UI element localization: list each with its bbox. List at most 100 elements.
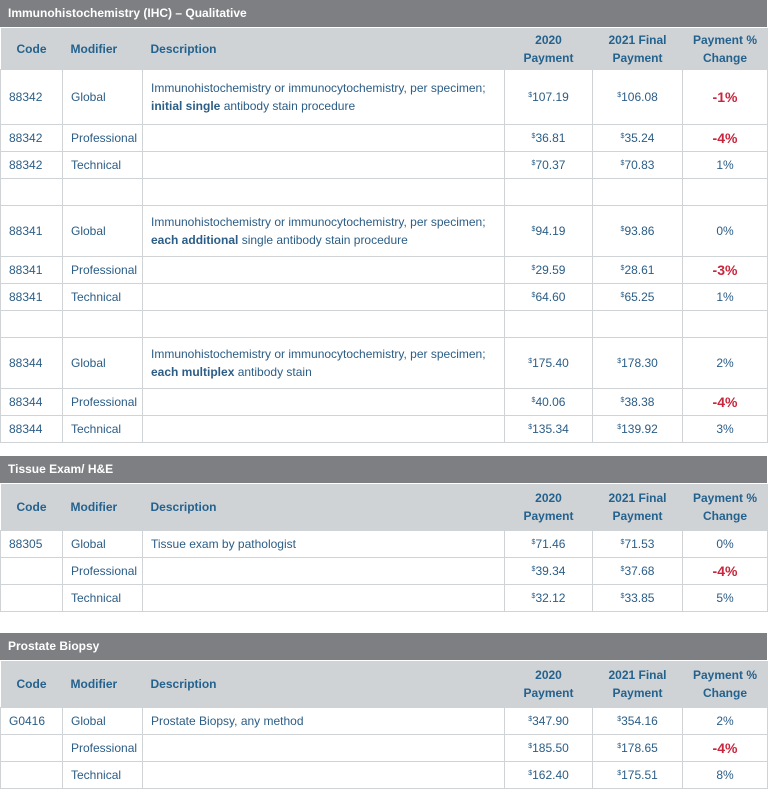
amount-value: 162.40 [532, 768, 569, 782]
description-cell [142, 151, 505, 179]
code-cell [0, 734, 63, 762]
section-title: Immunohistochemistry (IHC) – Qualitative [0, 0, 767, 27]
modifier-header: Modifier [62, 660, 143, 708]
header-line: Payment [612, 509, 663, 523]
empty-cell [62, 310, 143, 338]
amount-value: 106.08 [621, 90, 658, 104]
header-line: Payment % [692, 32, 758, 47]
payment-change-cell: -3% [682, 256, 768, 284]
currency-symbol: $ [531, 397, 536, 404]
payment-2020-cell: $175.40 [504, 337, 593, 389]
change-value: 8% [716, 768, 734, 782]
amount-value: 28.61 [624, 263, 655, 277]
header-line: Change [702, 686, 747, 700]
code-cell: 88344 [0, 337, 63, 389]
header-line: Change [702, 509, 747, 523]
currency-symbol: $ [620, 292, 625, 299]
change-value: 5% [716, 591, 734, 605]
description-emphasis: initial single [151, 99, 221, 113]
amount-value: 39.34 [535, 564, 566, 578]
code-cell: 88342 [0, 69, 63, 125]
amount-value: 70.83 [624, 158, 655, 172]
payment-change-cell: -4% [682, 388, 768, 416]
payment-2021-cell: $28.61 [592, 256, 683, 284]
empty-cell [0, 178, 63, 206]
modifier-cell: Global [62, 205, 143, 257]
currency-symbol: $ [528, 716, 533, 723]
code-cell: 88341 [0, 256, 63, 284]
empty-cell [504, 310, 593, 338]
change-value: -1% [712, 89, 738, 105]
description-text: antibody stain procedure [220, 99, 356, 113]
header-line: Payment [612, 686, 663, 700]
empty-cell [592, 178, 683, 206]
modifier-header: Modifier [62, 27, 143, 70]
amount-value: 71.46 [535, 537, 566, 551]
description-cell [142, 557, 505, 585]
payment-2020-cell: $107.19 [504, 69, 593, 125]
payment-2021-cell: $65.25 [592, 283, 683, 311]
payment-2020-header: 2020 Payment [504, 27, 593, 70]
payment-2020-cell: $347.90 [504, 707, 593, 735]
modifier-cell: Technical [62, 584, 143, 612]
description-cell: Immunohistochemistry or immunocytochemis… [142, 205, 505, 257]
description-emphasis: each multiplex [151, 365, 235, 379]
currency-symbol: $ [620, 539, 625, 546]
code-cell: 88342 [0, 151, 63, 179]
code-cell [0, 584, 63, 612]
payment-2020-header: 2020 Payment [504, 483, 593, 531]
description-emphasis: each additional [151, 233, 239, 247]
empty-cell [0, 310, 63, 338]
change-value: -4% [712, 394, 738, 410]
description-text: Immunohistochemistry or immunocytochemis… [151, 215, 486, 229]
code-cell: G0416 [0, 707, 63, 735]
amount-value: 64.60 [535, 290, 566, 304]
spacer-row [0, 178, 768, 206]
code-header: Code [0, 660, 63, 708]
amount-value: 40.06 [535, 395, 566, 409]
amount-value: 139.92 [621, 422, 658, 436]
modifier-cell: Global [62, 530, 143, 558]
amount-value: 135.34 [532, 422, 569, 436]
currency-symbol: $ [531, 292, 536, 299]
code-cell: 88344 [0, 415, 63, 443]
modifier-cell: Technical [62, 283, 143, 311]
amount-value: 36.81 [535, 131, 566, 145]
payment-change-cell: 2% [682, 707, 768, 735]
currency-symbol: $ [531, 226, 536, 233]
currency-symbol: $ [531, 539, 536, 546]
modifier-cell: Technical [62, 415, 143, 443]
code-cell: 88342 [0, 124, 63, 152]
payment-change-cell: 5% [682, 584, 768, 612]
description-cell [142, 388, 505, 416]
currency-symbol: $ [617, 92, 622, 99]
description-header: Description [142, 27, 505, 70]
amount-value: 178.65 [621, 741, 658, 755]
modifier-cell: Global [62, 707, 143, 735]
currency-symbol: $ [531, 265, 536, 272]
payment-change-cell: 3% [682, 415, 768, 443]
description-cell [142, 415, 505, 443]
header-line: 2021 Final [608, 32, 667, 47]
currency-symbol: $ [620, 226, 625, 233]
payment-2021-cell: $354.16 [592, 707, 683, 735]
payment-2021-header: 2021 Final Payment [592, 27, 683, 70]
payment-2021-cell: $37.68 [592, 557, 683, 585]
table-row: Professional $39.34 $37.68 -4% [0, 557, 768, 585]
amount-value: 94.19 [535, 224, 566, 238]
description-cell: Tissue exam by pathologist [142, 530, 505, 558]
ihc-section: Immunohistochemistry (IHC) – Qualitative… [0, 0, 768, 443]
payment-2020-cell: $39.34 [504, 557, 593, 585]
change-value: 1% [716, 290, 734, 304]
code-cell: 88341 [0, 283, 63, 311]
payment-2021-cell: $70.83 [592, 151, 683, 179]
change-value: 3% [716, 422, 734, 436]
description-header: Description [142, 660, 505, 708]
description-cell: Immunohistochemistry or immunocytochemis… [142, 69, 505, 125]
empty-cell [142, 178, 505, 206]
amount-value: 35.24 [624, 131, 655, 145]
description-cell [142, 124, 505, 152]
modifier-cell: Technical [62, 761, 143, 789]
header-line: Payment [523, 50, 574, 65]
amount-value: 29.59 [535, 263, 566, 277]
